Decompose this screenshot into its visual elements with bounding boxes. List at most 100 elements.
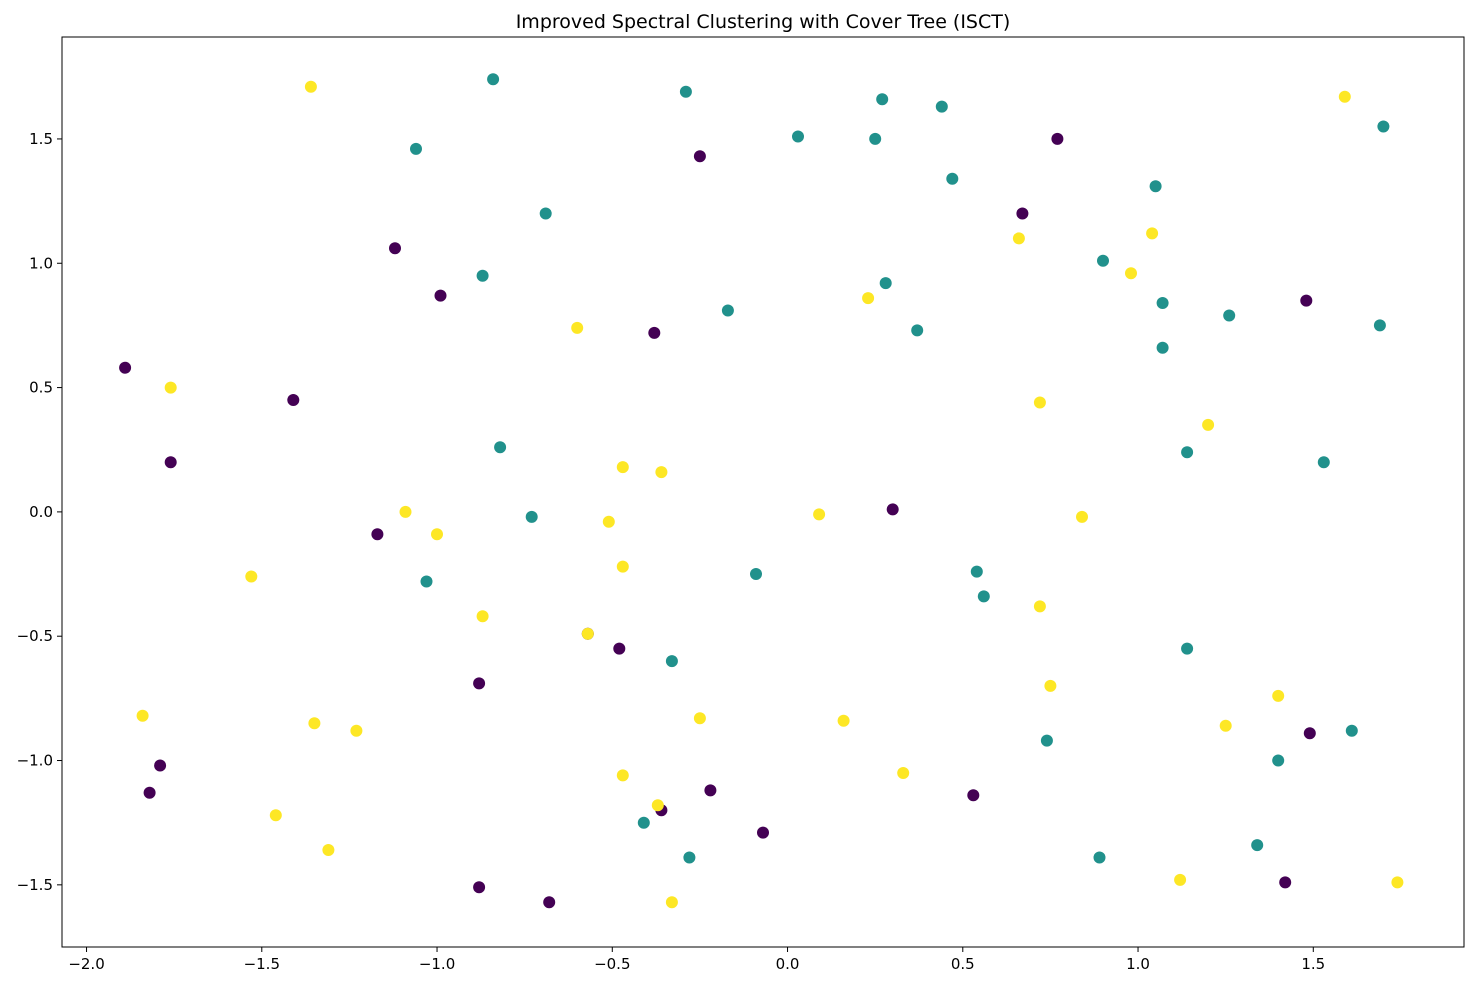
data-point-cluster-1-34 <box>1251 839 1264 852</box>
x-tick-label: −2.0 <box>68 955 104 973</box>
data-point-cluster-2-20 <box>476 610 489 623</box>
data-point-cluster-2-33 <box>269 809 282 822</box>
data-point-cluster-2-18 <box>245 570 258 583</box>
data-point-cluster-1-22 <box>1317 456 1330 469</box>
data-point-cluster-1-19 <box>1156 341 1169 354</box>
data-point-cluster-1-23 <box>525 510 538 523</box>
y-tick-label: −1.0 <box>17 752 53 770</box>
data-point-cluster-0-23 <box>473 881 486 894</box>
data-point-cluster-2-3 <box>1012 232 1025 245</box>
data-point-cluster-0-5 <box>648 326 661 339</box>
data-point-cluster-2-16 <box>431 528 443 541</box>
chart-title: Improved Spectral Clustering with Cover … <box>516 11 1011 33</box>
x-tick-label: 0.0 <box>776 955 800 973</box>
data-point-cluster-2-10 <box>616 461 629 474</box>
data-point-cluster-1-17 <box>1373 319 1386 332</box>
data-point-cluster-1-32 <box>1272 754 1285 767</box>
data-point-cluster-1-33 <box>637 816 650 829</box>
data-point-cluster-1-25 <box>750 568 762 580</box>
y-tick-label: −1.5 <box>17 876 53 894</box>
y-tick-label: 0.0 <box>29 503 53 521</box>
data-point-cluster-1-29 <box>665 655 678 668</box>
x-tick-label: −1.0 <box>419 955 455 973</box>
data-point-cluster-2-37 <box>665 896 678 909</box>
data-point-cluster-1-27 <box>977 590 990 603</box>
data-point-cluster-1-24 <box>970 565 983 578</box>
data-point-cluster-2-26 <box>837 714 850 727</box>
data-point-cluster-0-1 <box>1051 132 1064 145</box>
data-point-cluster-2-21 <box>581 627 594 640</box>
data-point-cluster-2-6 <box>571 321 584 334</box>
data-point-cluster-2-0 <box>304 80 317 93</box>
plot-area-frame <box>61 36 1465 948</box>
data-point-cluster-2-14 <box>1076 510 1088 523</box>
data-point-cluster-0-14 <box>473 677 486 690</box>
data-point-cluster-1-18 <box>911 324 924 337</box>
data-point-cluster-0-2 <box>1016 207 1029 220</box>
data-point-cluster-1-3 <box>935 100 948 113</box>
data-point-cluster-0-8 <box>287 394 300 406</box>
data-point-cluster-1-14 <box>1156 297 1169 309</box>
data-point-cluster-1-5 <box>792 130 804 143</box>
data-point-cluster-2-27 <box>308 717 321 730</box>
data-point-cluster-2-19 <box>1033 600 1046 613</box>
data-point-cluster-2-32 <box>651 799 664 812</box>
data-point-cluster-2-5 <box>862 292 875 305</box>
data-point-cluster-0-11 <box>371 528 384 541</box>
data-point-cluster-2-34 <box>322 844 335 856</box>
x-tick-label: −1.5 <box>244 955 280 973</box>
data-point-cluster-2-12 <box>399 505 412 518</box>
x-tick-label: −0.5 <box>594 955 630 973</box>
data-point-cluster-1-9 <box>1149 180 1162 193</box>
y-tick-label: 0.5 <box>29 379 53 397</box>
data-point-cluster-2-8 <box>1033 396 1046 409</box>
data-point-cluster-1-2 <box>876 93 889 106</box>
data-point-cluster-1-31 <box>1040 734 1053 747</box>
data-point-cluster-2-25 <box>693 712 706 725</box>
data-point-cluster-1-7 <box>410 142 422 155</box>
data-point-cluster-0-15 <box>1303 727 1316 740</box>
data-point-cluster-2-4 <box>1125 267 1137 280</box>
data-point-cluster-2-31 <box>616 769 629 782</box>
data-point-cluster-1-16 <box>1223 309 1236 322</box>
data-point-cluster-2-15 <box>602 515 615 528</box>
data-point-cluster-1-10 <box>539 207 552 220</box>
data-point-cluster-2-22 <box>1044 679 1057 692</box>
data-points <box>119 73 1404 909</box>
data-point-cluster-0-22 <box>1279 876 1292 889</box>
data-point-cluster-2-36 <box>1391 876 1404 889</box>
data-point-cluster-1-21 <box>1181 446 1194 459</box>
data-point-cluster-1-13 <box>879 277 892 290</box>
data-point-cluster-1-6 <box>869 132 882 145</box>
data-point-cluster-1-36 <box>1093 851 1106 864</box>
y-tick-label: −0.5 <box>17 627 53 645</box>
data-point-cluster-2-23 <box>1272 689 1285 702</box>
data-point-cluster-2-35 <box>1174 873 1187 886</box>
data-point-cluster-1-1 <box>679 85 692 98</box>
x-tick-label: 1.0 <box>1126 955 1150 973</box>
data-point-cluster-0-18 <box>967 789 980 802</box>
data-point-cluster-0-21 <box>757 826 769 839</box>
data-point-cluster-1-26 <box>420 575 433 588</box>
data-point-cluster-1-30 <box>1345 724 1358 737</box>
data-point-cluster-2-13 <box>813 508 826 521</box>
data-point-cluster-0-19 <box>704 784 717 797</box>
x-tick-label: 0.5 <box>951 955 975 973</box>
data-point-cluster-2-9 <box>1202 418 1215 431</box>
data-point-cluster-1-20 <box>494 441 507 454</box>
data-point-cluster-0-17 <box>143 786 156 799</box>
x-axis: −2.0 −1.5 −1.0 −0.5 0.0 0.5 1.0 1.5 <box>68 947 1325 973</box>
y-tick-label: 1.0 <box>29 254 53 272</box>
data-point-cluster-1-28 <box>1181 642 1194 655</box>
data-point-cluster-2-2 <box>1146 227 1159 240</box>
x-tick-label: 1.5 <box>1301 955 1325 973</box>
data-point-cluster-2-29 <box>350 724 363 737</box>
data-point-cluster-0-4 <box>434 289 447 302</box>
data-point-cluster-1-11 <box>1097 254 1109 267</box>
data-point-cluster-0-10 <box>886 503 899 516</box>
data-point-cluster-1-15 <box>721 304 734 317</box>
data-point-cluster-2-17 <box>616 560 629 573</box>
data-point-cluster-1-12 <box>476 269 489 282</box>
